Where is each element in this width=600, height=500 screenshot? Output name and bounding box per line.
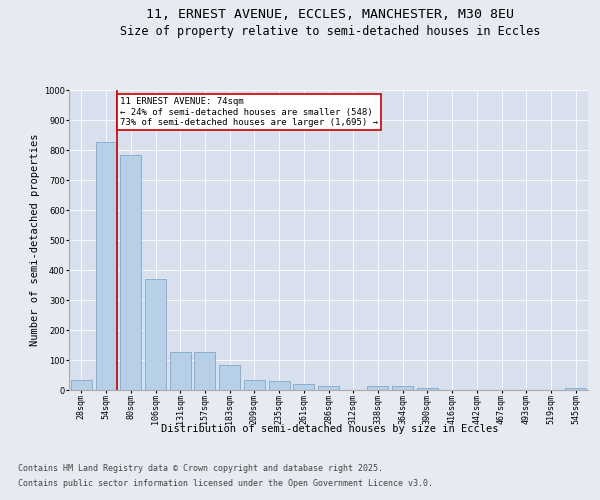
Bar [367, 386, 388, 390]
Bar [318, 386, 339, 390]
Bar [565, 388, 586, 390]
Bar [244, 380, 265, 390]
Text: Distribution of semi-detached houses by size in Eccles: Distribution of semi-detached houses by … [161, 424, 499, 434]
Bar [269, 381, 290, 390]
Y-axis label: Number of semi-detached properties: Number of semi-detached properties [29, 134, 40, 346]
Text: Contains HM Land Registry data © Crown copyright and database right 2025.: Contains HM Land Registry data © Crown c… [18, 464, 383, 473]
Bar [95, 142, 116, 390]
Bar [120, 155, 141, 390]
Bar [417, 388, 438, 390]
Bar [145, 279, 166, 390]
Text: 11 ERNEST AVENUE: 74sqm
← 24% of semi-detached houses are smaller (548)
73% of s: 11 ERNEST AVENUE: 74sqm ← 24% of semi-de… [120, 98, 378, 128]
Bar [219, 365, 240, 390]
Bar [293, 384, 314, 390]
Text: 11, ERNEST AVENUE, ECCLES, MANCHESTER, M30 8EU: 11, ERNEST AVENUE, ECCLES, MANCHESTER, M… [146, 8, 514, 20]
Bar [170, 352, 191, 390]
Text: Contains public sector information licensed under the Open Government Licence v3: Contains public sector information licen… [18, 479, 433, 488]
Bar [194, 352, 215, 390]
Bar [392, 386, 413, 390]
Bar [71, 380, 92, 390]
Text: Size of property relative to semi-detached houses in Eccles: Size of property relative to semi-detach… [120, 25, 540, 38]
